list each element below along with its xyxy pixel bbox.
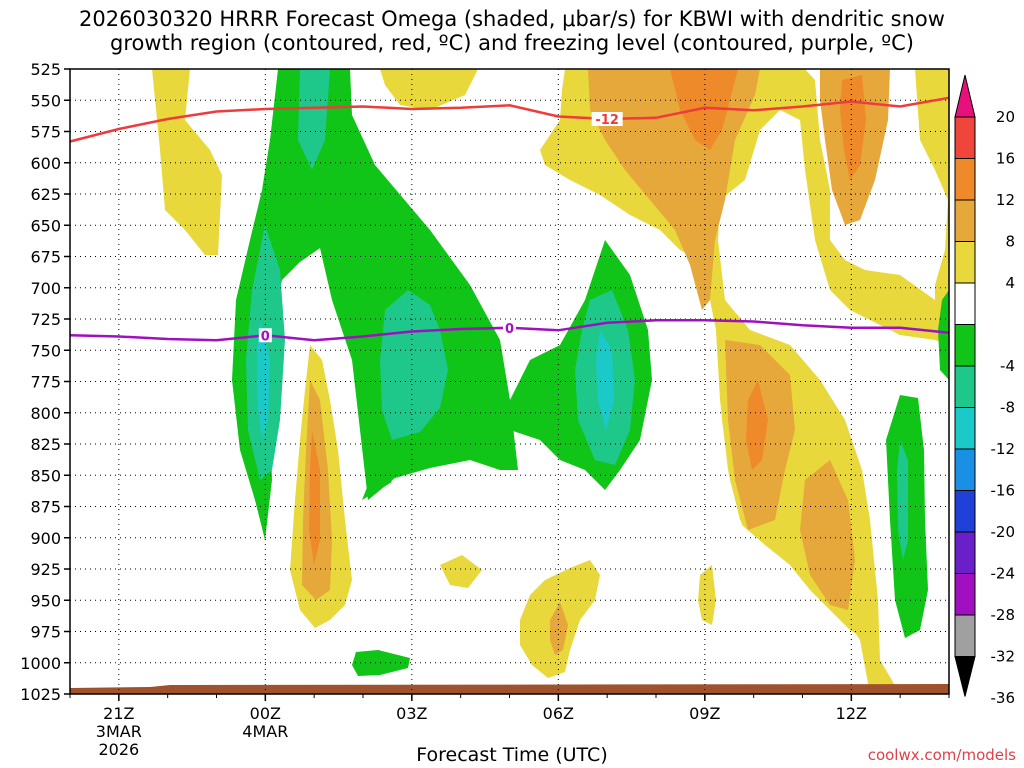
colorbar-label: -20 xyxy=(991,523,1016,541)
y-tick-label: 525 xyxy=(30,60,61,79)
colorbar: 20 16 12 8 4 -4 -8 -12 -16 -20 -24 -28 -32 -36 xyxy=(954,74,1016,707)
freezing-level-label: 0 xyxy=(261,329,270,344)
colorbar-label: 20 xyxy=(996,108,1015,126)
y-tick-label: 850 xyxy=(30,466,61,485)
teal-region xyxy=(897,440,908,560)
colorbar-bin xyxy=(954,531,976,574)
freezing-level-label-bg xyxy=(503,320,516,335)
y-tick-label: 750 xyxy=(30,341,61,360)
y-tick-label: 975 xyxy=(30,623,61,642)
y-tick-label: 600 xyxy=(30,154,61,173)
yellow-region xyxy=(152,69,222,255)
colorbar-label: -16 xyxy=(991,482,1016,500)
grid-lines xyxy=(70,69,949,694)
yellow-region xyxy=(440,555,482,588)
y-tick-label: 875 xyxy=(30,498,61,517)
x-tick-date-label: 4MAR xyxy=(242,722,288,741)
y-tick-label: 650 xyxy=(30,216,61,235)
dgz-minus12-contour xyxy=(69,96,950,143)
y-tick-label: 550 xyxy=(30,91,61,110)
x-axis-label: Forecast Time (UTC) xyxy=(416,744,608,766)
y-tick-label: 725 xyxy=(30,310,61,329)
teal-region xyxy=(380,290,448,440)
colorbar-bin xyxy=(954,116,976,159)
colorbar-label: -4 xyxy=(1000,357,1015,375)
freezing-level-label: 0 xyxy=(505,322,514,337)
y-tick-label: 775 xyxy=(30,373,61,392)
y-axis: 525 550 575 600 625 650 675 700 725 750 775 800 825 8… xyxy=(20,60,70,704)
x-tick-year-label: 2026 xyxy=(98,740,139,759)
yellow-region xyxy=(698,565,716,625)
colorbar-label: -8 xyxy=(1000,399,1015,417)
colorbar-label: -36 xyxy=(991,689,1016,707)
y-tick-label: 575 xyxy=(30,123,61,142)
freezing-level-label-bg xyxy=(258,328,272,343)
colorbar-label: 8 xyxy=(1005,233,1015,251)
orange-region xyxy=(309,430,320,565)
colorbar-label: -32 xyxy=(991,648,1016,666)
colorbar-bin xyxy=(954,490,976,533)
colorbar-label: 4 xyxy=(1005,274,1015,292)
green-region xyxy=(232,69,518,540)
y-tick-label: 800 xyxy=(30,404,61,423)
x-tick-label: 12Z xyxy=(836,704,867,723)
colorbar-label: -28 xyxy=(991,606,1016,624)
y-tick-label: 675 xyxy=(30,248,61,267)
colorbar-label: 16 xyxy=(996,150,1015,168)
y-tick-label: 625 xyxy=(30,185,61,204)
y-tick-label: 925 xyxy=(30,560,61,579)
x-tick-label: 03Z xyxy=(396,704,427,723)
colorbar-bottom-arrow xyxy=(954,656,976,697)
y-tick-label: 1000 xyxy=(20,654,61,673)
dgz-minus12-label-bg xyxy=(591,112,623,126)
contour-lines: -12 0 0 xyxy=(69,96,950,344)
green-region-2 xyxy=(362,470,392,500)
orange-region xyxy=(670,69,738,150)
green-region xyxy=(352,650,410,676)
x-tick-label: 09Z xyxy=(689,704,720,723)
colorbar-label: -24 xyxy=(991,565,1016,583)
green-region xyxy=(938,290,949,380)
colorbar-bin xyxy=(954,199,976,242)
colorbar-bin xyxy=(954,158,976,201)
colorbar-bin xyxy=(954,614,976,657)
amber-region xyxy=(800,460,855,610)
credit-text: coolwx.com/models xyxy=(867,746,1016,764)
colorbar-label: 12 xyxy=(996,191,1015,209)
x-tick-label: 21Z xyxy=(103,704,134,723)
colorbar-bin xyxy=(954,407,976,450)
y-tick-label: 825 xyxy=(30,435,61,454)
yellow-region xyxy=(380,69,478,110)
colorbar-top-arrow xyxy=(954,74,976,118)
amber-region xyxy=(550,602,568,655)
colorbar-bin xyxy=(954,365,976,408)
chart-title-line-1: 2026030320 HRRR Forecast Omega (shaded, … xyxy=(79,7,945,31)
x-tick-label: 00Z xyxy=(250,704,281,723)
x-tick-date-label: 3MAR xyxy=(96,722,142,741)
colorbar-bin xyxy=(954,241,976,284)
dgz-minus12-label: -12 xyxy=(595,113,619,128)
chart-title-line-2: growth region (contoured, red, ºC) and f… xyxy=(110,31,914,55)
colorbar-bin xyxy=(954,448,976,491)
colorbar-label: -12 xyxy=(991,440,1016,458)
ground-terrain xyxy=(70,684,949,694)
orange-region xyxy=(746,380,768,470)
x-tick-label: 06Z xyxy=(543,704,574,723)
y-tick-label: 900 xyxy=(30,529,61,548)
colorbar-bin xyxy=(954,573,976,616)
y-tick-label: 950 xyxy=(30,591,61,610)
cyan-region xyxy=(596,330,614,430)
teal-region xyxy=(298,69,330,170)
colorbar-bin xyxy=(954,282,976,325)
colorbar-bin xyxy=(954,324,976,367)
y-tick-label: 700 xyxy=(30,279,61,298)
y-tick-label: 1025 xyxy=(20,685,61,704)
